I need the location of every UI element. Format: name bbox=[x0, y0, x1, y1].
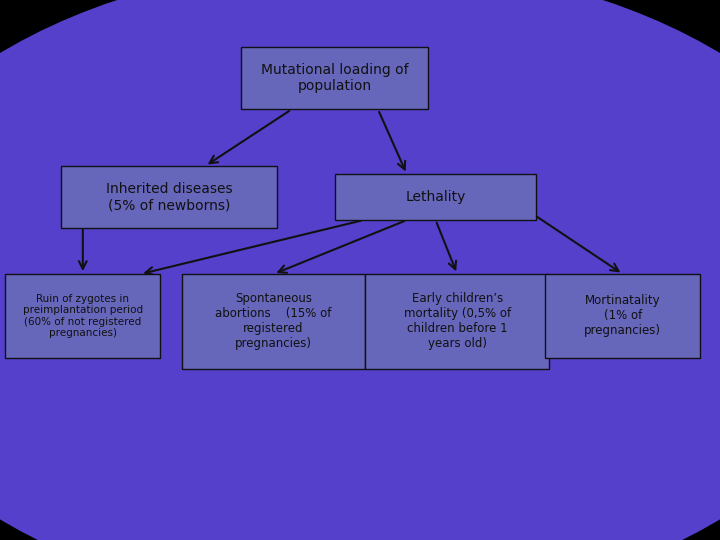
Ellipse shape bbox=[179, 173, 541, 400]
Ellipse shape bbox=[325, 265, 395, 308]
Ellipse shape bbox=[14, 70, 706, 502]
Ellipse shape bbox=[222, 200, 498, 373]
Ellipse shape bbox=[308, 254, 412, 319]
Ellipse shape bbox=[32, 81, 688, 491]
Ellipse shape bbox=[153, 157, 567, 416]
FancyBboxPatch shape bbox=[241, 47, 428, 109]
Ellipse shape bbox=[0, 32, 720, 540]
Ellipse shape bbox=[351, 281, 369, 292]
Ellipse shape bbox=[0, 54, 720, 518]
Ellipse shape bbox=[317, 259, 403, 313]
Ellipse shape bbox=[0, 11, 720, 540]
Ellipse shape bbox=[0, 27, 720, 540]
Ellipse shape bbox=[144, 151, 576, 421]
Ellipse shape bbox=[196, 184, 524, 389]
FancyBboxPatch shape bbox=[366, 274, 549, 368]
Ellipse shape bbox=[248, 216, 472, 356]
Ellipse shape bbox=[291, 243, 429, 329]
Text: Mutational loading of
population: Mutational loading of population bbox=[261, 63, 409, 93]
Ellipse shape bbox=[0, 43, 720, 529]
Ellipse shape bbox=[187, 178, 533, 394]
FancyBboxPatch shape bbox=[61, 166, 277, 228]
Ellipse shape bbox=[334, 270, 386, 302]
Text: Lethality: Lethality bbox=[405, 190, 466, 204]
Ellipse shape bbox=[213, 194, 507, 378]
Ellipse shape bbox=[109, 130, 611, 443]
Text: Inherited diseases
(5% of newborns): Inherited diseases (5% of newborns) bbox=[106, 182, 233, 212]
Text: Ruin of zygotes in
preimplantation period
(60% of not registered
pregnancies): Ruin of zygotes in preimplantation perio… bbox=[23, 294, 143, 338]
Ellipse shape bbox=[274, 232, 446, 340]
Ellipse shape bbox=[300, 248, 420, 324]
Ellipse shape bbox=[230, 205, 490, 367]
Ellipse shape bbox=[0, 16, 720, 540]
Ellipse shape bbox=[6, 65, 714, 508]
Ellipse shape bbox=[127, 140, 593, 432]
Ellipse shape bbox=[282, 238, 438, 335]
Ellipse shape bbox=[204, 189, 516, 383]
Ellipse shape bbox=[40, 86, 680, 486]
FancyBboxPatch shape bbox=[6, 274, 160, 358]
Ellipse shape bbox=[0, 5, 720, 540]
Ellipse shape bbox=[101, 124, 619, 448]
Ellipse shape bbox=[0, 59, 720, 513]
Text: Mortinatality
(1% of
pregnancies): Mortinatality (1% of pregnancies) bbox=[585, 294, 661, 338]
Ellipse shape bbox=[0, 49, 720, 524]
Ellipse shape bbox=[58, 97, 662, 475]
Ellipse shape bbox=[256, 221, 464, 351]
Ellipse shape bbox=[135, 146, 585, 427]
Ellipse shape bbox=[84, 113, 636, 459]
FancyBboxPatch shape bbox=[181, 274, 366, 368]
Ellipse shape bbox=[49, 92, 671, 481]
FancyBboxPatch shape bbox=[546, 274, 700, 358]
Text: Early children’s
mortality (0,5% of
children before 1
years old): Early children’s mortality (0,5% of chil… bbox=[404, 292, 510, 350]
Ellipse shape bbox=[0, 22, 720, 540]
Ellipse shape bbox=[92, 119, 628, 454]
Ellipse shape bbox=[265, 227, 455, 346]
Ellipse shape bbox=[66, 103, 654, 470]
Ellipse shape bbox=[23, 76, 697, 497]
Ellipse shape bbox=[239, 211, 481, 362]
Ellipse shape bbox=[170, 167, 550, 405]
Text: Spontaneous
abortions    (15% of
registered
pregnancies): Spontaneous abortions (15% of registered… bbox=[215, 292, 332, 350]
Ellipse shape bbox=[0, 38, 720, 535]
Ellipse shape bbox=[118, 135, 602, 437]
Ellipse shape bbox=[161, 162, 559, 410]
Ellipse shape bbox=[75, 108, 645, 464]
FancyBboxPatch shape bbox=[335, 174, 536, 220]
Ellipse shape bbox=[343, 275, 377, 297]
